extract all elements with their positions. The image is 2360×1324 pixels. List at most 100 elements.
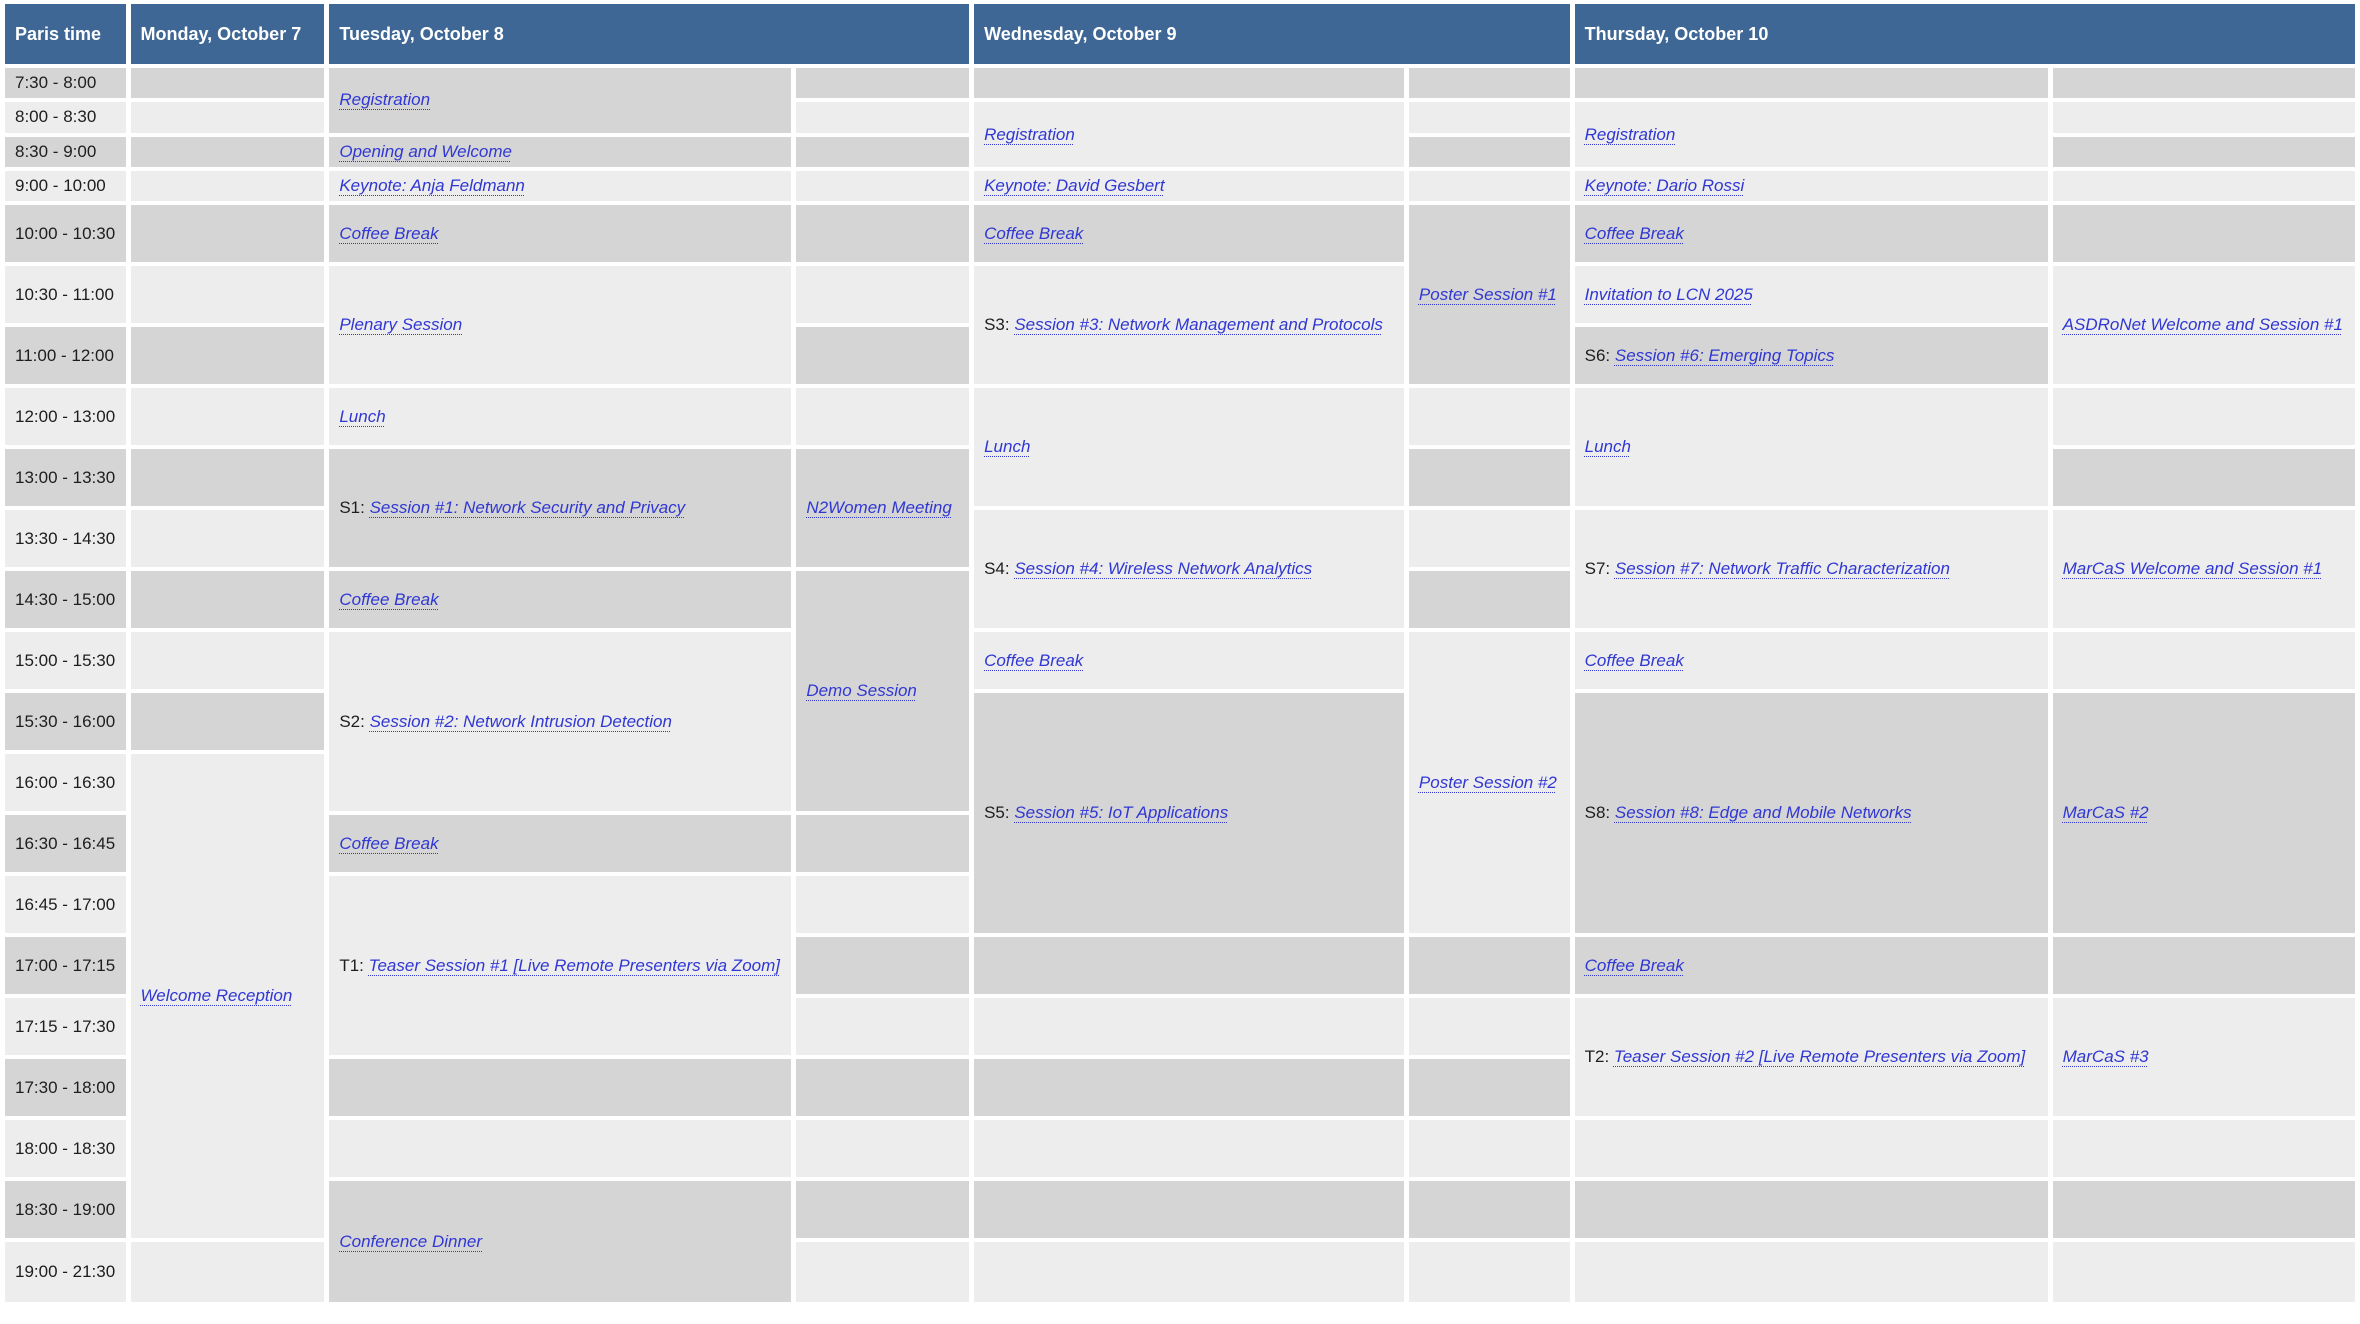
event-link[interactable]: Opening and Welcome <box>339 141 512 161</box>
empty-cell <box>796 998 970 1056</box>
event-link[interactable]: Conference Dinner <box>339 1231 483 1251</box>
empty-cell <box>796 68 970 99</box>
event-link[interactable]: Coffee Break <box>1584 955 1684 975</box>
time-slot-cell: 8:00 - 8:30 <box>5 102 126 133</box>
event-link[interactable]: Coffee Break <box>1584 650 1684 670</box>
event-link[interactable]: Demo Session <box>806 681 917 701</box>
time-slot-cell: 14:30 - 15:00 <box>5 571 126 629</box>
event-link[interactable]: Coffee Break <box>984 650 1084 670</box>
event-link[interactable]: MarCaS #2 <box>2062 803 2149 823</box>
event-link[interactable]: Registration <box>1584 124 1676 144</box>
event-link[interactable]: Teaser Session #2 [Live Remote Presenter… <box>1613 1047 2026 1067</box>
event-prefix: T1: <box>339 955 369 975</box>
time-slot-cell: 10:00 - 10:30 <box>5 205 126 263</box>
event-link[interactable]: Registration <box>984 124 1075 144</box>
schedule-row: 11:00 - 12:00 S6: Session #6: Emerging T… <box>5 327 2355 385</box>
event-cell-tuesday_main: S1: Session #1: Network Security and Pri… <box>329 449 792 568</box>
event-link[interactable]: Session #7: Network Traffic Characteriza… <box>1614 559 1950 579</box>
event-cell-thursday_main: S8: Session #8: Edge and Mobile Networks <box>1574 693 2048 934</box>
event-link[interactable]: Coffee Break <box>339 589 439 609</box>
empty-cell <box>130 327 325 385</box>
event-link[interactable]: Lunch <box>984 437 1031 457</box>
event-cell-thursday_sub: MarCaS Welcome and Session #1 <box>2052 510 2355 629</box>
event-cell-thursday_sub: MarCaS #3 <box>2052 998 2355 1117</box>
event-link[interactable]: Invitation to LCN 2025 <box>1584 284 1753 304</box>
empty-cell <box>1574 1242 2048 1303</box>
event-link[interactable]: Keynote: Dario Rossi <box>1584 176 1745 196</box>
empty-cell <box>1408 1059 1570 1117</box>
empty-cell <box>974 998 1404 1056</box>
event-link[interactable]: Session #4: Wireless Network Analytics <box>1014 559 1313 579</box>
event-link[interactable]: MarCaS #3 <box>2062 1047 2149 1067</box>
schedule-row: 16:30 - 16:45 Coffee Break <box>5 815 2355 873</box>
event-link[interactable]: Session #3: Network Management and Proto… <box>1014 315 1383 335</box>
event-link[interactable]: Keynote: David Gesbert <box>984 176 1165 196</box>
empty-cell <box>2052 1120 2355 1178</box>
event-cell-tuesday_main: Conference Dinner <box>329 1181 792 1303</box>
empty-cell <box>796 1181 970 1239</box>
empty-cell <box>1408 1181 1570 1239</box>
event-link[interactable]: ASDRoNet Welcome and Session #1 <box>2062 315 2343 335</box>
time-slot-cell: 7:30 - 8:00 <box>5 68 126 99</box>
event-cell-wednesday_main: S3: Session #3: Network Management and P… <box>974 266 1404 385</box>
event-link[interactable]: Keynote: Anja Feldmann <box>339 176 525 196</box>
event-link[interactable]: Coffee Break <box>339 833 439 853</box>
event-cell-tuesday_main: T1: Teaser Session #1 [Live Remote Prese… <box>329 876 792 1056</box>
empty-cell <box>130 510 325 568</box>
event-link[interactable]: Session #5: IoT Applications <box>1014 803 1229 823</box>
event-link[interactable]: Poster Session #1 <box>1418 284 1557 304</box>
event-link[interactable]: Lunch <box>339 406 386 426</box>
empty-cell <box>974 937 1404 995</box>
event-cell-tuesday_main: Registration <box>329 68 792 133</box>
time-slot-cell: 11:00 - 12:00 <box>5 327 126 385</box>
event-prefix: T2: <box>1584 1047 1614 1067</box>
empty-cell <box>974 1120 1404 1178</box>
schedule-row: 17:15 - 17:30 T2: Teaser Session #2 [Liv… <box>5 998 2355 1117</box>
event-cell-thursday_main: Registration <box>1574 102 2048 168</box>
event-link[interactable]: Plenary Session <box>339 315 463 335</box>
empty-cell <box>1408 937 1570 995</box>
column-header-time: Paris time <box>5 4 126 64</box>
empty-cell <box>796 102 970 133</box>
empty-cell <box>1574 68 2048 99</box>
time-slot-cell: 16:45 - 17:00 <box>5 876 126 934</box>
empty-cell <box>1408 171 1570 202</box>
event-cell-wednesday_main: Keynote: David Gesbert <box>974 171 1404 202</box>
empty-cell <box>1408 1120 1570 1178</box>
event-link[interactable]: Session #1: Network Security and Privacy <box>369 498 686 518</box>
time-slot-cell: 16:30 - 16:45 <box>5 815 126 873</box>
empty-cell <box>2052 1181 2355 1239</box>
event-cell-tuesday_main: Coffee Break <box>329 571 792 629</box>
event-link[interactable]: Poster Session #2 <box>1418 772 1557 792</box>
event-cell-wednesday_sub: Poster Session #1 <box>1408 205 1570 385</box>
event-cell-wednesday_main: Registration <box>974 102 1404 168</box>
empty-cell <box>1408 1242 1570 1303</box>
event-link[interactable]: Session #8: Edge and Mobile Networks <box>1614 803 1912 823</box>
event-link[interactable]: Coffee Break <box>1584 223 1684 243</box>
schedule-row: 15:30 - 16:00 S5: Session #5: IoT Applic… <box>5 693 2355 934</box>
schedule-row: 13:00 - 13:30 S1: Session #1: Network Se… <box>5 449 2355 568</box>
empty-cell <box>329 1120 792 1178</box>
empty-cell <box>130 449 325 507</box>
schedule-row: 17:00 - 17:15 Coffee Break <box>5 937 2355 995</box>
empty-cell <box>796 937 970 995</box>
event-link[interactable]: Registration <box>339 90 431 110</box>
event-link[interactable]: Welcome Reception <box>140 986 293 1006</box>
column-header-tuesday_main: Tuesday, October 8 <box>329 4 970 64</box>
event-cell-tuesday_main: Keynote: Anja Feldmann <box>329 171 792 202</box>
time-slot-cell: 17:15 - 17:30 <box>5 998 126 1056</box>
event-link[interactable]: Coffee Break <box>984 223 1084 243</box>
schedule-row: 16:00 - 16:30 Welcome Reception <box>5 754 2355 1239</box>
schedule-row: 10:30 - 11:00 Plenary Session S3: Sessio… <box>5 266 2355 385</box>
event-link[interactable]: Lunch <box>1584 437 1631 457</box>
event-prefix: S4: <box>984 559 1015 579</box>
empty-cell <box>796 171 970 202</box>
empty-cell <box>1574 1181 2048 1239</box>
event-link[interactable]: Session #6: Emerging Topics <box>1614 345 1835 365</box>
event-link[interactable]: N2Women Meeting <box>806 498 952 518</box>
event-link[interactable]: Teaser Session #1 [Live Remote Presenter… <box>368 955 780 975</box>
event-link[interactable]: MarCaS Welcome and Session #1 <box>2062 559 2323 579</box>
event-link[interactable]: Coffee Break <box>339 223 439 243</box>
empty-cell <box>1408 571 1570 629</box>
event-link[interactable]: Session #2: Network Intrusion Detection <box>369 711 672 731</box>
